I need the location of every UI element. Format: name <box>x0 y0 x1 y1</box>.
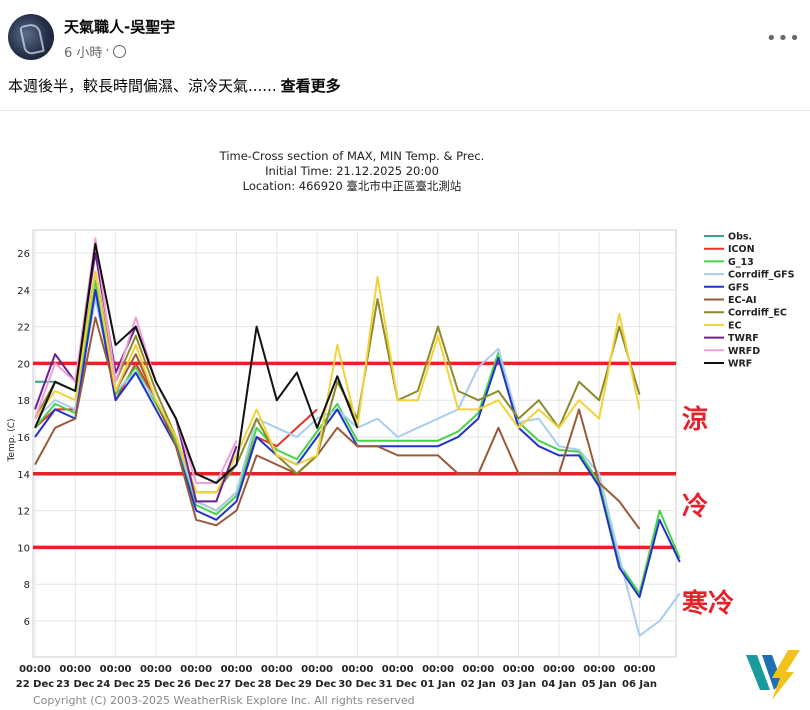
x-tick-time: 00:00 <box>261 664 293 675</box>
legend-label: EC-AI <box>728 295 757 306</box>
series-line-g-13 <box>34 279 681 595</box>
weatherrisk-logo <box>746 650 800 700</box>
x-tick-labels: 00:00 22 Dec 00:00 23 Dec 00:00 24 Dec 00:00 25… <box>16 664 657 690</box>
x-tick-time: 00:00 <box>543 664 575 675</box>
x-tick-time: 00:00 <box>180 664 212 675</box>
x-tick-time: 00:00 <box>341 664 373 675</box>
chart-initial-time: Initial Time: 21.12.2025 20:00 <box>265 164 439 178</box>
x-tick-date: 02 Jan <box>461 679 496 690</box>
y-tick-label: 22 <box>17 323 30 334</box>
x-tick-time: 00:00 <box>59 664 91 675</box>
x-tick-date: 05 Jan <box>582 679 617 690</box>
post-time[interactable]: 6 小時 <box>64 46 103 61</box>
post-meta: 6 小時 · <box>64 42 126 61</box>
x-tick-date: 29 Dec <box>298 679 336 690</box>
legend-label: EC <box>728 320 741 331</box>
y-tick-label: 12 <box>17 507 30 518</box>
globe-icon <box>112 45 126 58</box>
y-tick-label: 10 <box>17 543 30 554</box>
post-text: 本週後半，較長時間偏濕、涼冷天氣...... 查看更多 <box>8 75 341 96</box>
x-tick-time: 00:00 <box>100 664 132 675</box>
x-tick-date: 26 Dec <box>177 679 215 690</box>
x-tick-time: 00:00 <box>19 664 51 675</box>
x-tick-date: 30 Dec <box>338 679 376 690</box>
legend-label: G_13 <box>728 257 754 268</box>
chart-location: Location: 466920 臺北市中正區臺北測站 <box>243 179 462 193</box>
legend-label: Corrdiff_EC <box>728 308 787 319</box>
temperature-chart: 6 8 10 12 14 16 18 20 22 24 26 00:00 22 Dec 00:00 23 … <box>7 149 800 707</box>
see-more-link[interactable]: 查看更多 <box>280 77 341 95</box>
x-tick-date: 24 Dec <box>96 679 134 690</box>
series-line-wrf <box>34 242 359 484</box>
x-tick-time: 00:00 <box>382 664 414 675</box>
y-tick-label: 14 <box>17 470 30 481</box>
y-tick-label: 20 <box>17 359 30 370</box>
series-line-corrdiff-ec <box>34 270 641 494</box>
legend-label: Corrdiff_GFS <box>728 270 795 281</box>
x-tick-date: 03 Jan <box>501 679 536 690</box>
y-tick-labels: 6 8 10 12 14 16 18 20 22 24 26 <box>17 249 30 628</box>
annotation-very-cold: 寒冷 <box>682 588 734 619</box>
annotation-cool: 涼 <box>682 405 708 435</box>
x-tick-date: 04 Jan <box>541 679 576 690</box>
x-tick-date: 31 Dec <box>378 679 416 690</box>
legend-label: GFS <box>728 282 749 293</box>
y-tick-label: 16 <box>17 433 30 444</box>
post-body: 本週後半，較長時間偏濕、涼冷天氣...... <box>8 77 277 95</box>
x-tick-date: 01 Jan <box>421 679 456 690</box>
author-name[interactable]: 天氣職人-吳聖宇 <box>64 18 176 36</box>
divider <box>0 110 810 111</box>
y-axis-label: Temp. (C) <box>7 418 17 462</box>
avatar[interactable] <box>8 14 54 60</box>
series-line-ec-ai <box>34 316 641 530</box>
x-tick-date: 28 Dec <box>258 679 296 690</box>
annotation-cold: 冷 <box>682 491 708 522</box>
x-tick-time: 00:00 <box>624 664 656 675</box>
x-tick-time: 00:00 <box>221 664 253 675</box>
x-tick-time: 00:00 <box>140 664 172 675</box>
y-tick-label: 6 <box>24 617 30 628</box>
x-tick-time: 00:00 <box>301 664 333 675</box>
series-lines <box>34 237 681 637</box>
more-options-icon[interactable]: ••• <box>766 28 801 49</box>
series-line-wrfd <box>34 237 238 484</box>
chart-title: Time-Cross section of MAX, MIN Temp. & P… <box>219 149 485 163</box>
legend-label: TWRF <box>728 333 759 344</box>
x-tick-time: 00:00 <box>422 664 454 675</box>
x-tick-date: 27 Dec <box>217 679 255 690</box>
copyright: Copyright (C) 2003-2025 WeatherRisk Expl… <box>33 694 415 706</box>
legend-label: Obs. <box>728 232 752 243</box>
x-tick-date: 25 Dec <box>137 679 175 690</box>
y-tick-label: 18 <box>17 396 30 407</box>
x-tick-time: 00:00 <box>503 664 535 675</box>
chart-image[interactable]: 6 8 10 12 14 16 18 20 22 24 26 00:00 22 Dec 00:00 23 … <box>0 111 810 707</box>
x-tick-time: 00:00 <box>462 664 494 675</box>
x-tick-date: 22 Dec <box>16 679 54 690</box>
series-line-ec <box>34 270 641 494</box>
legend-label: ICON <box>728 244 755 255</box>
y-tick-label: 24 <box>17 286 30 297</box>
y-tick-label: 8 <box>24 580 30 591</box>
legend-label: WRF <box>728 359 752 370</box>
legend-label: WRFD <box>728 346 760 357</box>
x-tick-time: 00:00 <box>583 664 615 675</box>
y-tick-label: 26 <box>17 249 30 260</box>
x-tick-date: 06 Jan <box>622 679 657 690</box>
meta-separator: · <box>105 44 110 59</box>
x-tick-date: 23 Dec <box>56 679 94 690</box>
